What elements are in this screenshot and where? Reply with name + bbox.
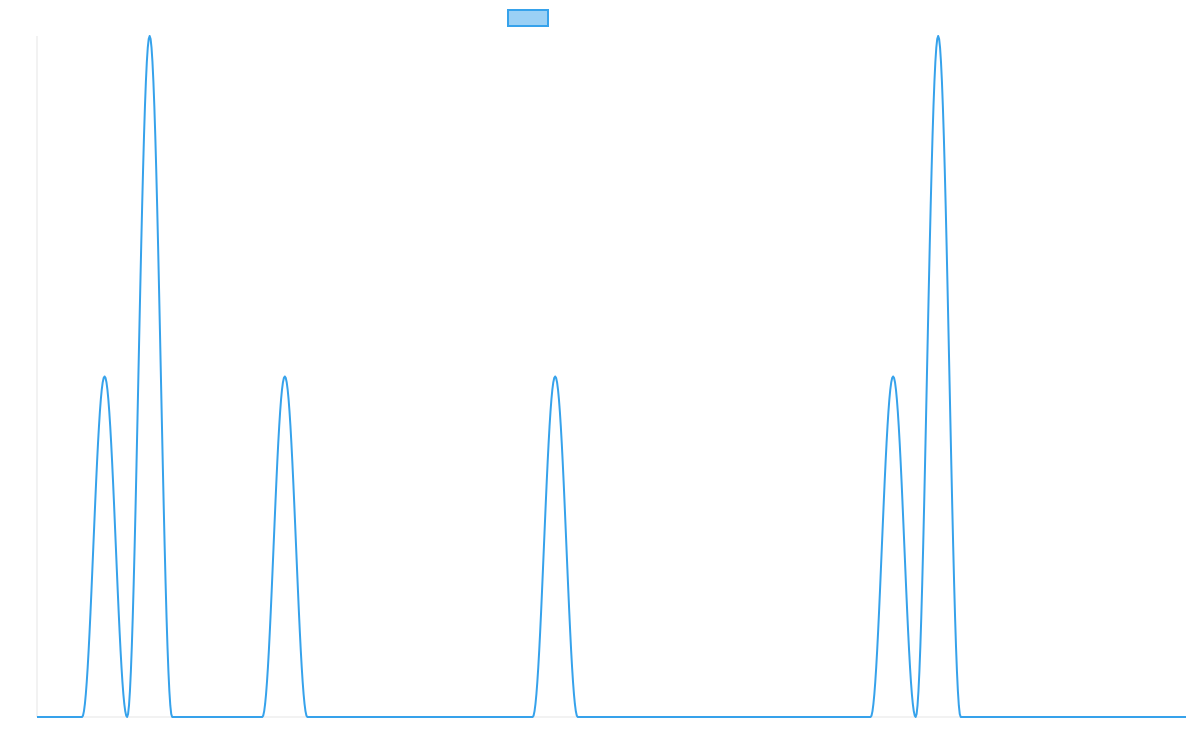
data-point-peak-2[interactable] (281, 373, 289, 381)
legend[interactable] (507, 9, 549, 27)
series-line-0 (37, 35, 1186, 718)
legend-swatch[interactable] (507, 9, 549, 27)
data-point-peak-4[interactable] (889, 373, 897, 381)
data-point-peak-5[interactable] (934, 32, 942, 40)
data-point-peak-1[interactable] (146, 32, 154, 40)
data-point-peak-3[interactable] (551, 373, 559, 381)
data-point-peak-0[interactable] (101, 373, 109, 381)
series-layer (37, 32, 1186, 718)
